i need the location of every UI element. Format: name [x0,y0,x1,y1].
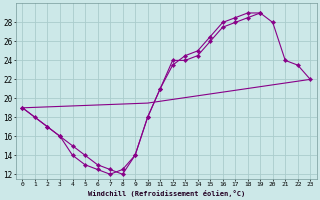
X-axis label: Windchill (Refroidissement éolien,°C): Windchill (Refroidissement éolien,°C) [88,190,245,197]
